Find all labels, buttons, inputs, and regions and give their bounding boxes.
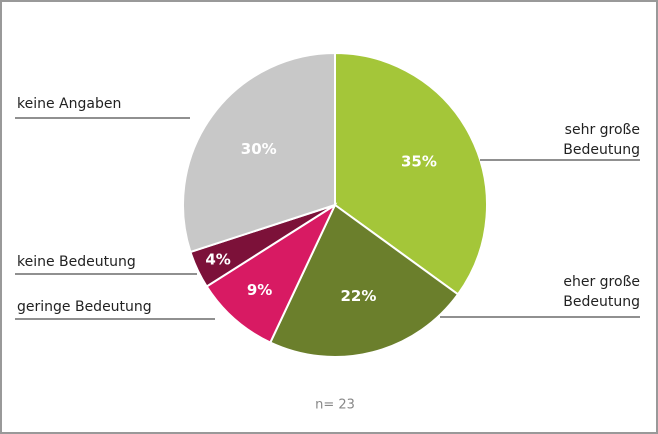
pie-slice xyxy=(182,51,336,254)
value-label: 30% xyxy=(241,140,277,158)
pie-slice xyxy=(334,51,488,296)
category-label: eher große xyxy=(563,274,640,290)
value-label: 35% xyxy=(401,153,437,171)
category-label: Bedeutung xyxy=(563,294,640,310)
category-label: Bedeutung xyxy=(563,142,640,158)
value-label: 22% xyxy=(340,287,376,305)
category-label: keine Bedeutung xyxy=(17,254,136,270)
note: n= 23 xyxy=(315,398,355,413)
pie-slice xyxy=(205,202,338,344)
value-label: 9% xyxy=(247,281,272,299)
value-label: 4% xyxy=(205,251,230,269)
category-label: sehr große xyxy=(565,122,640,138)
category-label: geringe Bedeutung xyxy=(17,299,152,315)
category-label: keine Angaben xyxy=(17,96,121,112)
